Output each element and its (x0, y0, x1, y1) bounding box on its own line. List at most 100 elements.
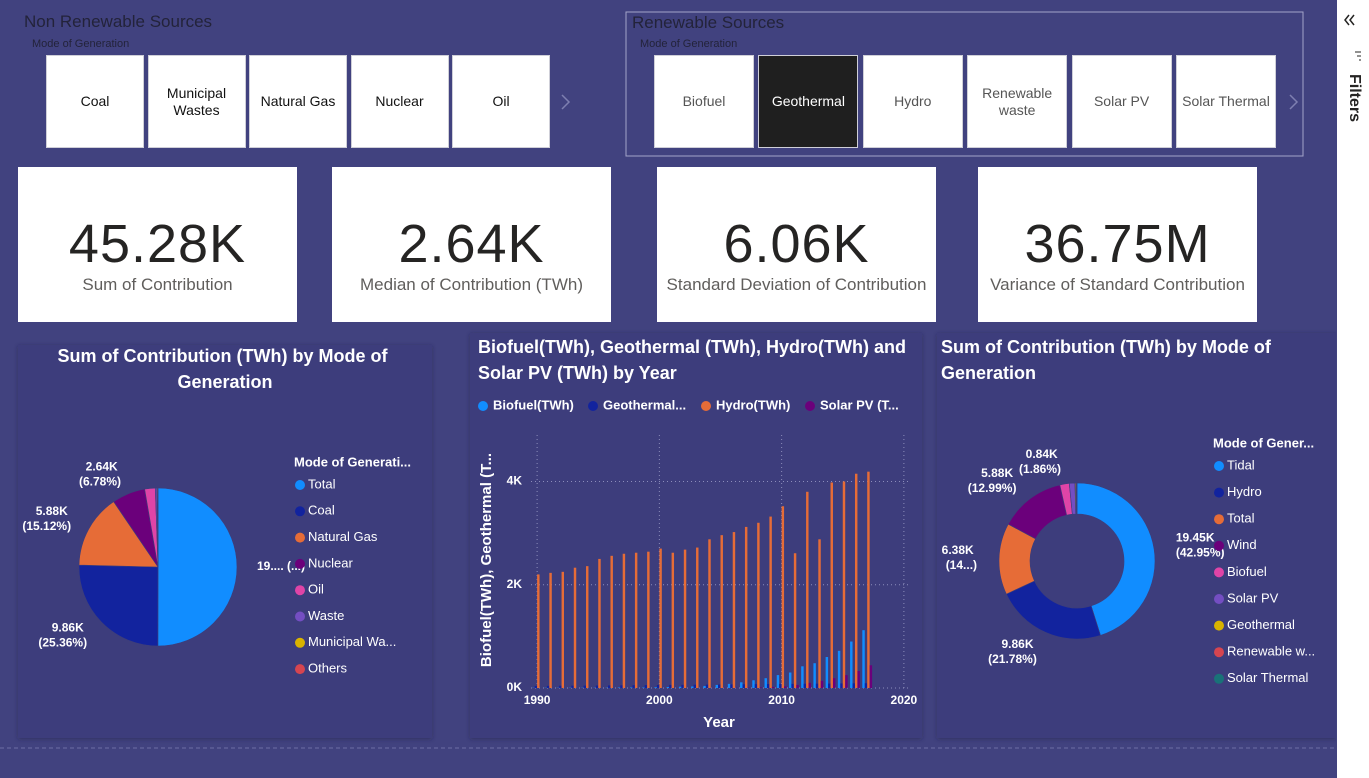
slicer-button[interactable]: Natural Gas (249, 55, 347, 148)
bar (703, 685, 706, 688)
data-label: 19.... (...) (257, 559, 305, 573)
slicer-button[interactable]: Geothermal (758, 55, 859, 148)
slicer-button[interactable]: Municipal Wastes (147, 55, 246, 148)
kpi-card: 45.28K Sum of Contribution (18, 167, 297, 322)
bar (595, 685, 599, 688)
bar (869, 665, 873, 688)
bar (842, 481, 846, 688)
bar (608, 685, 611, 688)
bar (727, 683, 731, 688)
bar (708, 539, 711, 688)
legend-marker (1214, 461, 1224, 471)
bar (752, 680, 755, 688)
bar (656, 685, 660, 688)
bar (837, 650, 841, 688)
bar (693, 684, 697, 688)
card-value: 45.28K (68, 214, 247, 274)
bar (571, 685, 574, 688)
scroll-arrow[interactable] (561, 94, 571, 110)
slicer-button[interactable]: Solar PV (1071, 55, 1172, 148)
bar (776, 675, 780, 688)
legend-marker (805, 401, 815, 411)
bar (845, 675, 848, 688)
section-subtitle: Mode of Generation (32, 38, 130, 50)
y-tick-label: 4K (507, 474, 523, 488)
filters-title[interactable]: Filters (1346, 74, 1363, 123)
bar (854, 473, 858, 688)
slicer-button[interactable]: Biofuel (654, 55, 754, 148)
bar (781, 506, 785, 688)
bar (715, 684, 719, 688)
legend-title: Mode of Generati... (294, 454, 411, 469)
bar (815, 683, 819, 688)
legend-title: Mode of Gener... (1213, 435, 1314, 450)
data-label: 9.86K (21.78%) (988, 637, 1037, 666)
slicer-button[interactable]: Oil (452, 55, 550, 148)
bar (850, 641, 853, 688)
bar (559, 685, 562, 688)
data-label: 5.88K (15.12%) (22, 504, 71, 533)
bar (788, 672, 792, 688)
bar (696, 547, 699, 688)
card-label: Variance of Standard Contribution (990, 275, 1245, 294)
legend-marker (1214, 673, 1224, 684)
chart-title: Sum of Contribution (TWh) by Mode of Gen… (58, 346, 393, 392)
bar (808, 682, 811, 688)
slicer-frame (625, 11, 1304, 157)
data-label: 2.64K (6.78%) (79, 460, 121, 489)
legend-label: Renewable w... (1227, 644, 1315, 659)
bar (720, 535, 723, 688)
legend-marker (295, 558, 305, 569)
legend-marker (295, 532, 305, 543)
section-subtitle: Mode of Generation (640, 38, 738, 50)
scroll-arrow[interactable] (1289, 94, 1299, 110)
bar (546, 685, 550, 688)
legend-marker (1214, 567, 1224, 578)
legend-label: Nuclear (308, 555, 353, 570)
slice (78, 564, 159, 647)
slicer-button[interactable]: Renewable waste (967, 55, 1068, 148)
bar (598, 558, 601, 688)
section-title: Non Renewable Sources (24, 12, 213, 31)
legend-label: Geothermal (1227, 617, 1295, 632)
legend-label: Coal (308, 503, 335, 518)
bar (659, 548, 662, 688)
bar (784, 686, 787, 688)
bar (825, 657, 829, 688)
legend-label: Solar PV (T... (820, 397, 899, 412)
slice (1076, 482, 1156, 636)
bar (803, 683, 807, 688)
data-label: 9.86K (25.36%) (38, 621, 87, 650)
slicer-button[interactable]: Solar Thermal (1176, 55, 1276, 148)
bar (828, 683, 831, 688)
bar (705, 684, 709, 688)
legend-label: Total (1227, 511, 1255, 526)
bar (617, 687, 621, 688)
bar (801, 666, 804, 688)
bar (691, 686, 694, 688)
legend-label: Solar Thermal (1227, 670, 1309, 685)
bar (791, 683, 794, 688)
bar (771, 686, 775, 688)
legend-label: Natural Gas (308, 529, 378, 544)
legend-label: Biofuel (1227, 564, 1267, 579)
legend-label: Geothermal... (603, 397, 686, 412)
bar (683, 549, 687, 688)
x-tick-label: 2010 (768, 693, 795, 707)
bar (867, 471, 870, 688)
slicer-button[interactable]: Nuclear (350, 55, 449, 148)
bar (818, 539, 821, 688)
bar (642, 687, 645, 688)
chart-title: Sum of Contribution (TWh) by Mode of Gen… (941, 337, 1276, 383)
legend-marker (295, 585, 305, 596)
chart-title: Biofuel(TWh), Geothermal (TWh), Hydro(TW… (478, 337, 911, 383)
bar (666, 686, 670, 688)
bar (806, 491, 809, 688)
slicer-button[interactable]: Coal (46, 55, 144, 148)
legend-marker (295, 480, 305, 490)
slicer-button[interactable]: Hydro (862, 55, 963, 148)
collapse-icon[interactable] (1344, 14, 1355, 26)
bar (742, 684, 745, 688)
y-tick-label: 0K (507, 680, 523, 694)
x-tick-label: 1990 (524, 693, 551, 707)
